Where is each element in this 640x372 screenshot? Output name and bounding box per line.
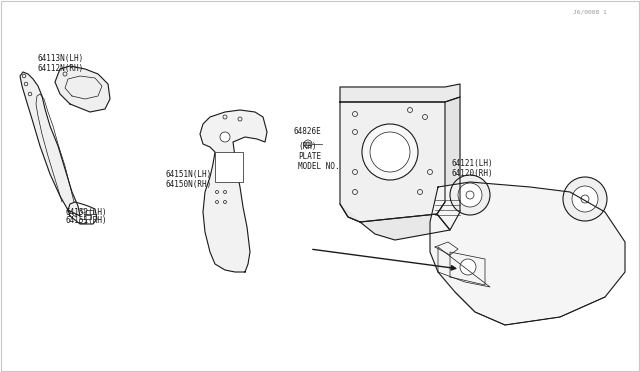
Text: 64826E: 64826E bbox=[294, 127, 322, 136]
Text: 64151N(LH): 64151N(LH) bbox=[165, 170, 211, 179]
Text: 64121(LH): 64121(LH) bbox=[452, 159, 493, 168]
Text: MODEL NO.: MODEL NO. bbox=[298, 162, 340, 171]
Text: 64151(RH): 64151(RH) bbox=[65, 216, 107, 225]
Text: 64150N(RH): 64150N(RH) bbox=[165, 180, 211, 189]
Text: J6/0008 1: J6/0008 1 bbox=[573, 10, 607, 15]
Text: 64112N(RH): 64112N(RH) bbox=[38, 64, 84, 73]
FancyBboxPatch shape bbox=[215, 152, 243, 182]
Circle shape bbox=[220, 132, 230, 142]
Circle shape bbox=[460, 259, 476, 275]
Circle shape bbox=[563, 177, 607, 221]
Text: (RH): (RH) bbox=[298, 142, 317, 151]
Polygon shape bbox=[430, 182, 625, 325]
Text: 64113N(LH): 64113N(LH) bbox=[38, 54, 84, 63]
Polygon shape bbox=[200, 110, 267, 272]
Text: 64152(LH): 64152(LH) bbox=[65, 208, 107, 217]
Polygon shape bbox=[55, 66, 110, 112]
Circle shape bbox=[450, 175, 490, 215]
Text: 64120(RH): 64120(RH) bbox=[452, 169, 493, 178]
Polygon shape bbox=[340, 102, 445, 222]
Circle shape bbox=[572, 186, 598, 212]
Circle shape bbox=[370, 132, 410, 172]
Polygon shape bbox=[437, 97, 460, 230]
Text: PLATE: PLATE bbox=[298, 152, 321, 161]
Polygon shape bbox=[340, 204, 450, 240]
Circle shape bbox=[458, 183, 482, 207]
Polygon shape bbox=[20, 72, 80, 216]
Circle shape bbox=[362, 124, 418, 180]
Polygon shape bbox=[340, 84, 460, 102]
